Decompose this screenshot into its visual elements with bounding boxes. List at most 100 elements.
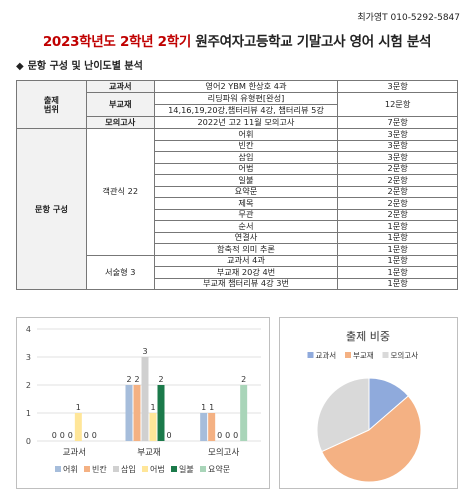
- item-count: 2문항: [337, 162, 458, 175]
- bar-chart-panel: 0 1 2 3 4 0 0 0 1 0 0 교과서 2 2 3 1 2 0 부교재 1 1 0 0 0 2 모의고사 어휘 빈칸 삽입 어…: [16, 317, 270, 489]
- item-count: 3문항: [337, 151, 458, 164]
- legend-label: 어법: [150, 464, 165, 474]
- legend-label: 모의고사: [391, 350, 419, 360]
- bar-value-label: 0: [225, 431, 230, 440]
- scope-label: 교과서: [85, 80, 155, 93]
- legend-swatch: [382, 352, 389, 358]
- objective-label: 객관식 22: [85, 128, 155, 256]
- item-count: 3문항: [337, 128, 458, 141]
- y-tick-label: 1: [26, 409, 31, 418]
- legend-swatch: [200, 466, 206, 472]
- item-type: 어법: [153, 162, 339, 175]
- item-count: 1문항: [337, 231, 458, 244]
- scope-label-1: 출제: [43, 94, 59, 105]
- item-type: 제목: [153, 197, 339, 210]
- scope-content: 2022년 고2 11월 모의고사: [153, 116, 339, 129]
- bar: [133, 385, 141, 441]
- bar: [74, 413, 82, 441]
- item-type: 함축적 의미 추론: [153, 243, 339, 256]
- legend-label: 삽입: [121, 465, 136, 474]
- item-count: 2문항: [337, 185, 458, 198]
- pie-title: 출제 비중: [346, 330, 390, 343]
- bar: [208, 413, 216, 441]
- scope-content: 리딩파워 유형편[완성]: [153, 92, 339, 105]
- item-type: 부교재 챕터리뷰 4강 3번: [153, 277, 339, 290]
- bar-value-label: 1: [76, 403, 81, 412]
- scope-count: 7문항: [337, 116, 458, 129]
- diamond-icon: ◆: [16, 61, 24, 72]
- legend-swatch: [113, 466, 119, 472]
- scope-content: 영어2 YBM 한상호 4과: [153, 80, 339, 93]
- bar-value-label: 0: [52, 431, 57, 440]
- item-count: 1문항: [337, 277, 458, 290]
- bar-value-label: 0: [92, 431, 97, 440]
- scope-count: 3문항: [337, 80, 458, 93]
- bar-value-label: 2: [158, 375, 163, 384]
- bar-value-label: 2: [134, 375, 139, 384]
- legend-label: 부교재: [353, 351, 374, 360]
- legend-label: 일불: [179, 464, 194, 474]
- item-type: 무관: [153, 208, 339, 221]
- item-count: 1문항: [337, 243, 458, 256]
- bar-value-label: 0: [84, 431, 89, 440]
- scope-header: 출제 범위: [16, 80, 87, 129]
- bar: [141, 357, 149, 441]
- legend-label: 빈칸: [92, 464, 107, 474]
- section-heading: ◆ 문항 구성 및 난이도별 분석: [16, 57, 143, 72]
- bar: [240, 385, 248, 441]
- legend-label: 교과서: [316, 351, 337, 360]
- pie-slice: [316, 377, 370, 453]
- page-title: 2023학년도 2학년 2학기 원주여자고등학교 기말고사 영어 시험 분석: [0, 30, 474, 50]
- bar-value-label: 1: [150, 403, 155, 412]
- item-type: 요약문: [153, 185, 339, 198]
- scope-content: 14,16,19,20강,챕터리뷰 4강, 챕터리뷰 5강: [153, 104, 339, 117]
- composition-header: 문항 구성: [16, 128, 87, 290]
- scope-count: 12문항: [337, 92, 458, 117]
- item-type: 빈칸: [153, 139, 339, 152]
- bar-value-label: 1: [201, 403, 206, 412]
- legend-swatch: [345, 352, 351, 358]
- bar-value-label: 0: [233, 431, 238, 440]
- y-tick-label: 2: [26, 381, 31, 390]
- title-subject: 원주여자고등학교 기말고사 영어 시험 분석: [191, 34, 432, 50]
- item-type: 일불: [153, 174, 339, 187]
- category-label: 모의고사: [208, 447, 239, 458]
- bar-value-label: 1: [209, 403, 214, 412]
- category-label: 교과서: [63, 448, 86, 458]
- scope-label: 모의고사: [85, 116, 155, 129]
- bar: [157, 385, 165, 441]
- item-count: 1문항: [337, 254, 458, 267]
- item-type: 순서: [153, 220, 339, 233]
- item-count: 1문항: [337, 266, 458, 279]
- bar: [125, 385, 133, 441]
- item-count: 1문항: [337, 220, 458, 233]
- bar-value-label: 0: [217, 431, 222, 440]
- y-tick-label: 3: [26, 353, 31, 362]
- legend-swatch: [142, 466, 148, 472]
- title-term: 2023학년도 2학년 2학기: [42, 34, 192, 50]
- item-count: 2문항: [337, 174, 458, 187]
- bar-value-label: 2: [126, 375, 131, 384]
- item-type: 부교재 20강 4번: [153, 266, 339, 279]
- bar-value-label: 0: [166, 431, 171, 440]
- item-count: 2문항: [337, 208, 458, 221]
- legend-swatch: [84, 466, 90, 472]
- item-type: 삽입: [153, 151, 339, 164]
- legend-swatch: [171, 466, 177, 472]
- legend-label: 요약문: [208, 464, 230, 474]
- item-count: 3문항: [337, 139, 458, 152]
- bar-value-label: 0: [68, 431, 73, 440]
- bar-value-label: 2: [241, 375, 246, 384]
- legend-label: 어휘: [63, 464, 78, 474]
- item-type: 연결사: [153, 231, 339, 244]
- scope-label-2: 범위: [43, 103, 59, 114]
- subjective-label: 서술형 3: [85, 254, 155, 290]
- pie-slice: [321, 395, 422, 483]
- item-count: 2문항: [337, 197, 458, 210]
- exam-analysis-table: 출제 범위 교과서 영어2 YBM 한상호 4과 3문항 부교재 리딩파워 유형편…: [16, 80, 458, 290]
- y-tick-label: 4: [26, 325, 31, 334]
- category-label: 부교재: [137, 448, 160, 458]
